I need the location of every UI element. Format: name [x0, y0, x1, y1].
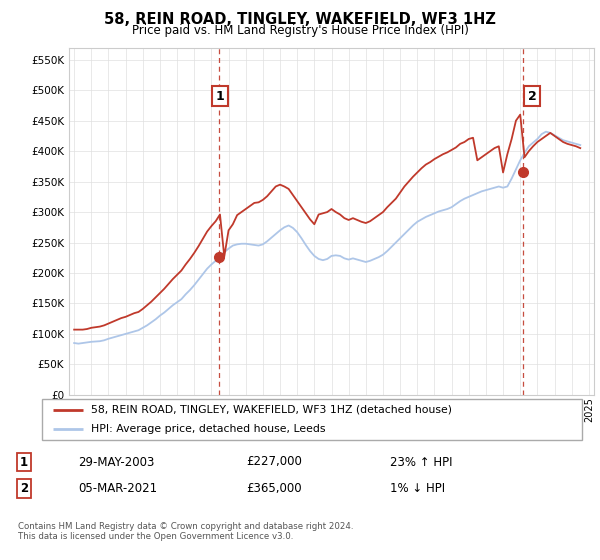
Text: 29-MAY-2003: 29-MAY-2003: [78, 455, 154, 469]
Text: 1: 1: [215, 90, 224, 103]
Text: 1: 1: [20, 455, 28, 469]
Text: 2: 2: [20, 482, 28, 496]
Text: 05-MAR-2021: 05-MAR-2021: [78, 482, 157, 496]
FancyBboxPatch shape: [42, 399, 582, 440]
Text: Contains HM Land Registry data © Crown copyright and database right 2024.
This d: Contains HM Land Registry data © Crown c…: [18, 522, 353, 542]
Text: 1% ↓ HPI: 1% ↓ HPI: [390, 482, 445, 496]
Text: 2: 2: [528, 90, 536, 103]
Text: 58, REIN ROAD, TINGLEY, WAKEFIELD, WF3 1HZ: 58, REIN ROAD, TINGLEY, WAKEFIELD, WF3 1…: [104, 12, 496, 27]
Text: HPI: Average price, detached house, Leeds: HPI: Average price, detached house, Leed…: [91, 423, 325, 433]
Text: 58, REIN ROAD, TINGLEY, WAKEFIELD, WF3 1HZ (detached house): 58, REIN ROAD, TINGLEY, WAKEFIELD, WF3 1…: [91, 405, 452, 415]
Text: £227,000: £227,000: [246, 455, 302, 469]
Text: Price paid vs. HM Land Registry's House Price Index (HPI): Price paid vs. HM Land Registry's House …: [131, 24, 469, 37]
Text: £365,000: £365,000: [246, 482, 302, 496]
Text: 23% ↑ HPI: 23% ↑ HPI: [390, 455, 452, 469]
